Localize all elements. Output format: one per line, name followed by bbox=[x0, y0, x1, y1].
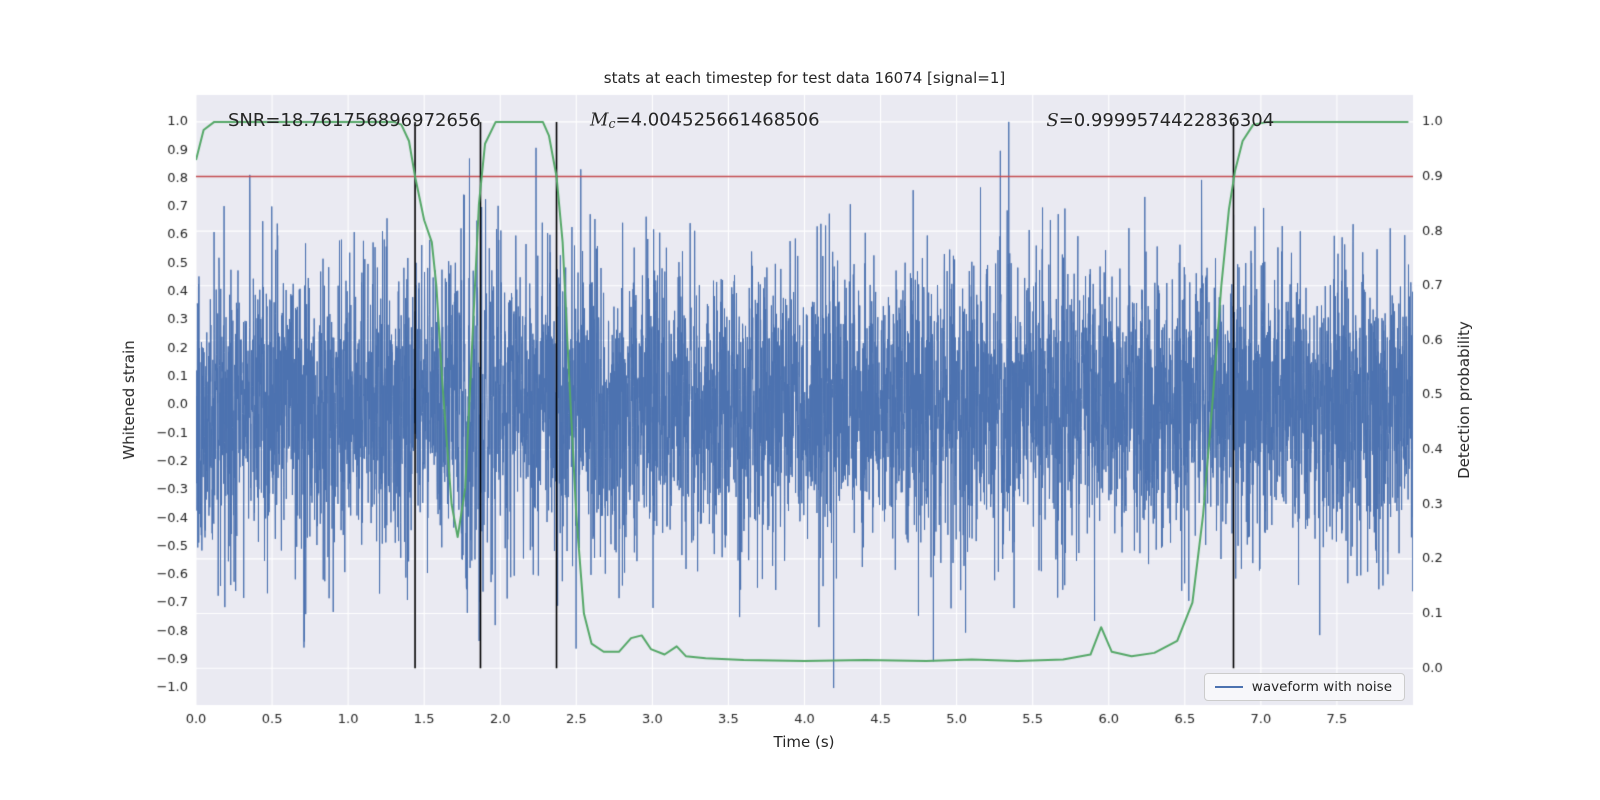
legend-line-sample bbox=[1214, 686, 1243, 688]
annotation-s: S=0.9999574422836304 bbox=[1046, 109, 1275, 131]
y-axis-label-left: Whitened strain bbox=[120, 340, 138, 460]
annotation-m: Mc=4.004525661468506 bbox=[590, 109, 820, 131]
y-axis-label-right: Detection probability bbox=[1455, 321, 1473, 479]
legend: waveform with noise bbox=[1203, 673, 1405, 701]
legend-label: waveform with noise bbox=[1251, 679, 1392, 695]
annotation-snr: SNR=18.761756896972656 bbox=[227, 109, 481, 131]
chart-title: stats at each timestep for test data 160… bbox=[603, 69, 1006, 87]
x-axis-label: Time (s) bbox=[773, 733, 835, 751]
